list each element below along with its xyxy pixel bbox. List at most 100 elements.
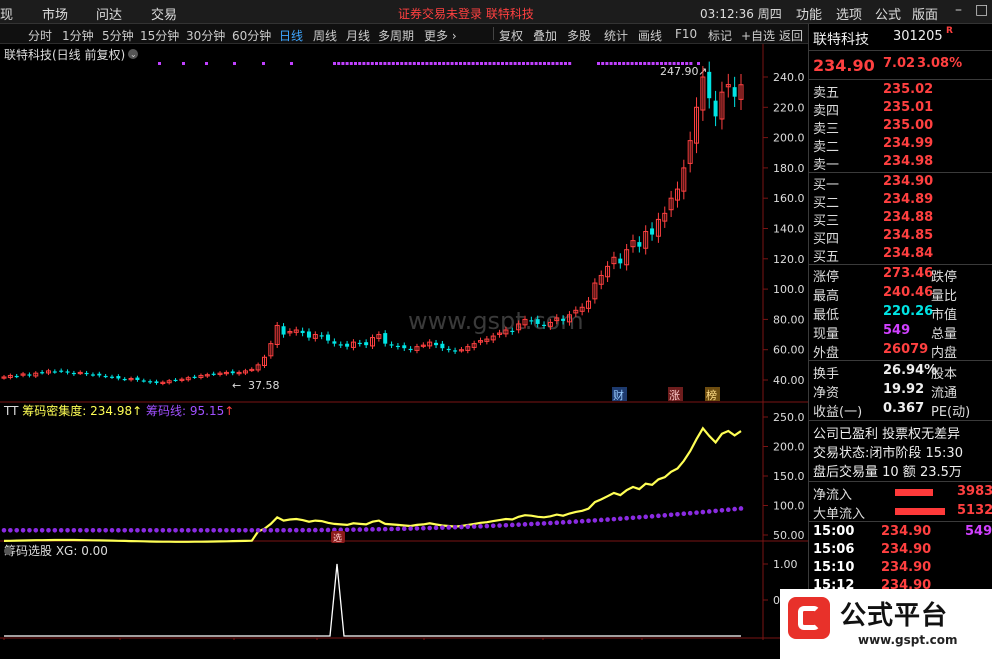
event-dot bbox=[613, 62, 617, 65]
chip-line-dot bbox=[65, 527, 70, 533]
candle-body bbox=[141, 380, 146, 382]
high-price-label: 247.90 bbox=[660, 65, 699, 78]
event-dot bbox=[568, 62, 572, 65]
candle-body bbox=[185, 377, 191, 381]
menu-item-discover[interactable]: 现 bbox=[0, 8, 14, 23]
chip-line-dot bbox=[611, 516, 617, 522]
period-5min[interactable]: 5分钟 bbox=[102, 29, 134, 43]
menu-item-formula[interactable]: 公式 bbox=[875, 8, 902, 23]
event-dot bbox=[341, 62, 345, 65]
chip-line-dot bbox=[160, 527, 166, 533]
tool-mark[interactable]: 标记 bbox=[708, 29, 733, 43]
stat-row-right-label: 内盘 bbox=[931, 346, 958, 361]
menu-item-layout[interactable]: 版面 bbox=[912, 8, 939, 23]
kline-chart-area[interactable]: 联特科技(日线 前复权) ⌄ 247.90 37.58 ← ↗ www.gspt… bbox=[0, 44, 808, 654]
period-more[interactable]: 更多 › bbox=[424, 29, 457, 43]
fund-row-right-label: 股本 bbox=[931, 367, 958, 382]
chip-line-dot bbox=[154, 527, 159, 533]
menu-item-function[interactable]: 功能 bbox=[796, 8, 823, 23]
price-tick-label: 120.0 bbox=[773, 253, 805, 266]
period-fenshi[interactable]: 分时 bbox=[28, 29, 53, 43]
candle-body bbox=[154, 381, 159, 384]
chart-svg[interactable]: 联特科技(日线 前复权) ⌄ 247.90 37.58 ← ↗ www.gspt… bbox=[0, 44, 808, 654]
minimize-icon[interactable]: – bbox=[955, 2, 962, 18]
period-30min[interactable]: 30分钟 bbox=[186, 29, 226, 43]
tick-row[interactable]: 15:06 234.90 bbox=[809, 541, 992, 560]
event-dot bbox=[647, 62, 651, 65]
period-multi[interactable]: 多周期 bbox=[378, 29, 415, 43]
menu-item-market[interactable]: 市场 bbox=[42, 8, 69, 23]
tool-f10[interactable]: F10 bbox=[675, 27, 698, 41]
chip-line-dot bbox=[637, 515, 642, 520]
indicator2-title: 筹码选股 XG: 0.00 bbox=[4, 544, 108, 558]
event-badge-billboard[interactable] bbox=[705, 387, 720, 401]
period-15min[interactable]: 15分钟 bbox=[140, 29, 180, 43]
event-dot bbox=[488, 62, 492, 65]
chip-line-dot bbox=[185, 527, 191, 533]
chip-line-dot bbox=[39, 527, 45, 533]
tool-draw[interactable]: 画线 bbox=[638, 29, 663, 43]
login-notice[interactable]: 证券交易未登录 联特科技 bbox=[398, 7, 534, 21]
chip-line-dot bbox=[675, 511, 680, 517]
chip-line-dot bbox=[274, 527, 280, 533]
period-daily[interactable]: 日线 bbox=[279, 29, 304, 43]
tick-row[interactable]: 15:10 234.90 bbox=[809, 559, 992, 578]
candle-body bbox=[471, 343, 477, 348]
candle-body bbox=[383, 333, 388, 344]
xg-signal-line bbox=[4, 563, 741, 637]
period-1min[interactable]: 1分钟 bbox=[62, 29, 94, 43]
period-60min[interactable]: 60分钟 bbox=[232, 29, 272, 43]
event-badge-limitup[interactable] bbox=[668, 387, 683, 401]
event-dot bbox=[543, 62, 546, 65]
stat-row-label: 现量 bbox=[813, 327, 840, 342]
candle-body bbox=[71, 372, 76, 375]
chip-line-dot bbox=[503, 522, 509, 528]
period-weekly[interactable]: 周线 bbox=[313, 29, 338, 43]
event-dot bbox=[429, 62, 433, 65]
price-axis: 240.0 220.0 200.0 180.0 160.0 140.0 120.0 100.0… bbox=[763, 71, 805, 387]
chip-line-dot bbox=[319, 527, 324, 533]
tool-back[interactable]: 返回 bbox=[779, 29, 804, 43]
tool-multistock[interactable]: 多股 bbox=[567, 29, 592, 43]
svg-text:←: ← bbox=[232, 379, 241, 392]
maximize-icon[interactable]: □ bbox=[975, 2, 989, 18]
candle-body bbox=[249, 368, 255, 372]
signal-badge[interactable] bbox=[331, 531, 345, 543]
ask-level-value: 234.99 bbox=[883, 136, 934, 151]
chart-settings-icon[interactable] bbox=[128, 49, 138, 59]
event-dot bbox=[517, 62, 521, 65]
event-dot bbox=[668, 62, 672, 65]
tool-fuquan[interactable]: 复权 bbox=[499, 29, 524, 43]
event-dot bbox=[475, 62, 479, 65]
candle-body bbox=[713, 100, 718, 117]
chip-line-dot bbox=[173, 527, 178, 533]
brand-name: 公式平台 bbox=[840, 601, 949, 631]
indicator1-chart[interactable] bbox=[1, 426, 744, 543]
event-badge-finance[interactable] bbox=[612, 387, 627, 401]
tick-row[interactable]: 15:00 234.90 549 bbox=[809, 523, 992, 542]
candlestick-series[interactable] bbox=[1, 61, 744, 386]
event-dot bbox=[685, 62, 689, 65]
candle-body bbox=[110, 376, 115, 378]
candle-body bbox=[300, 330, 305, 334]
ask-level-label: 卖二 bbox=[813, 140, 840, 155]
info-row: 盘后交易量 10 额 23.5万 bbox=[813, 465, 962, 480]
menu-item-wenda[interactable]: 问达 bbox=[96, 8, 123, 23]
indicator2-settings-icon[interactable] bbox=[4, 547, 12, 555]
chip-line-dot bbox=[198, 527, 204, 533]
period-monthly[interactable]: 月线 bbox=[346, 29, 371, 43]
tool-stats[interactable]: 统计 bbox=[604, 29, 629, 43]
menu-item-options[interactable]: 选项 bbox=[836, 8, 863, 23]
menu-item-trade[interactable]: 交易 bbox=[151, 8, 178, 23]
candle-body bbox=[561, 318, 566, 321]
event-dot bbox=[689, 62, 693, 65]
candle-body bbox=[662, 212, 668, 222]
fund-row: 收益(一) 0.367 PE(动) bbox=[809, 400, 992, 420]
tool-add-watchlist[interactable]: +自选 bbox=[741, 29, 776, 43]
indicator2-chart[interactable] bbox=[4, 563, 741, 637]
chip-line-dot bbox=[357, 527, 363, 532]
event-dot bbox=[547, 62, 551, 65]
tool-overlay[interactable]: 叠加 bbox=[533, 29, 558, 43]
candle-body bbox=[160, 381, 166, 384]
candle-body bbox=[122, 378, 127, 381]
